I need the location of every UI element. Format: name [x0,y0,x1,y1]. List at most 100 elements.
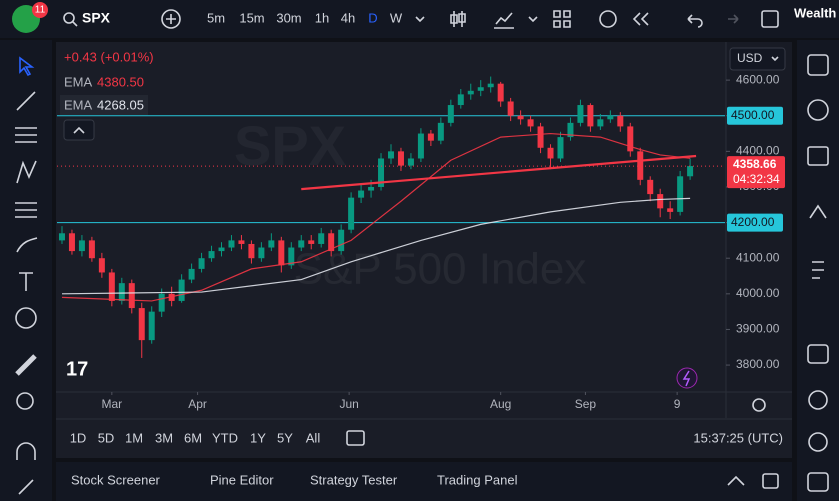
panel-expand[interactable] [727,475,745,486]
measure-tool[interactable] [15,354,37,376]
currency-box[interactable] [729,47,786,71]
alert[interactable] [599,10,617,28]
candle-body [567,122,574,138]
candle-body [368,186,375,191]
interval[interactable]: W [390,10,403,25]
pattern-tool[interactable] [16,160,37,184]
candle-body [98,258,105,273]
horizontal-line-label-box [727,213,783,232]
zoom-tool[interactable] [16,392,34,410]
search-icon[interactable] [63,12,75,24]
candle-body [477,87,484,91]
candle-body [637,151,644,180]
symbol[interactable]: SPX [82,10,111,26]
range-button[interactable]: YTD [212,430,238,445]
fullscreen[interactable] [761,10,779,28]
lock-tool[interactable] [18,479,34,495]
indicators[interactable] [494,12,514,29]
candle-body [58,233,65,241]
panel-tab[interactable]: Pine Editor [210,472,274,487]
add-symbol[interactable] [161,9,181,29]
calendar[interactable] [812,261,824,279]
panel-tab[interactable]: Trading Panel [437,472,518,487]
settings[interactable] [752,398,766,412]
chat[interactable] [807,344,829,364]
range-button[interactable]: All [306,430,321,445]
icon-tool[interactable] [15,307,37,329]
layouts[interactable] [553,10,571,28]
candle-body [318,233,325,244]
candle-body [198,258,205,269]
clock: 15:37:25 (UTC) [693,430,783,445]
panel-maximize[interactable] [762,473,779,489]
redo[interactable] [728,14,739,24]
notifications[interactable] [807,472,829,492]
undo[interactable] [687,14,703,28]
help[interactable] [808,390,828,410]
cursor-tool[interactable] [19,56,35,77]
text-tool[interactable] [19,272,33,291]
replay[interactable] [632,12,649,26]
range-button[interactable]: 6M [184,430,202,445]
range-button[interactable]: 5D [98,430,115,445]
x-tick-label: Mar [101,397,122,411]
candle-body [397,151,404,166]
x-tick-label: Sep [575,397,597,411]
interval-menu[interactable] [415,16,425,23]
plot [57,76,725,358]
interval[interactable]: 15m [239,10,264,25]
candle-body [597,119,604,127]
news[interactable] [807,146,829,166]
chart-type[interactable] [450,11,466,27]
candle-body [627,126,634,152]
interval-active[interactable]: D [368,10,377,25]
candle-body [647,179,654,195]
panel-tab[interactable]: Strategy Tester [310,472,398,487]
panel-tab[interactable]: Stock Screener [71,472,161,487]
line-tool[interactable] [16,91,36,111]
range-button[interactable]: 3M [155,430,173,445]
legend-value: 4380.50 [97,74,144,89]
candle-body [358,190,365,198]
legend-name: EMA [64,97,93,112]
candle-body [487,83,494,88]
ema-line [61,132,691,302]
alerts[interactable] [807,99,829,121]
x-tick-label: Aug [490,397,511,411]
range-button[interactable]: 1M [125,430,143,445]
range-button[interactable]: 5Y [277,430,293,445]
interval[interactable]: 30m [276,10,301,25]
candle-body [68,233,75,252]
candle-body [188,268,195,280]
range-button[interactable]: 1D [70,430,87,445]
brush-tool[interactable] [16,237,38,253]
indicators-menu[interactable] [528,16,538,23]
interval[interactable]: 5m [207,10,225,25]
candle-body [667,208,674,212]
add-symbol [166,14,176,24]
collapse-legend[interactable] [63,119,95,141]
replay-icon [682,370,691,387]
candle-body [388,151,394,159]
currency[interactable]: USD [737,51,763,65]
account[interactable]: Wealth [794,5,836,20]
range-bar: 1D 5D 1M 3M 6M YTD 1Y 5Y All [70,430,321,445]
magnet-tool[interactable] [16,442,36,460]
replay-button[interactable] [676,367,698,389]
interval[interactable]: 1h [315,10,329,25]
candle-body [348,197,355,230]
goto-date[interactable] [346,430,365,446]
range-button[interactable]: 1Y [250,430,266,445]
candle-body [657,194,664,209]
streams[interactable] [808,432,828,452]
fib-tool[interactable] [15,127,37,143]
candle-body [248,243,255,259]
interval[interactable]: 4h [341,10,355,25]
watchlist[interactable] [807,54,829,76]
y-tick-label: 3900.00 [736,322,780,336]
candle-body [238,240,245,244]
forecast-tool[interactable] [15,202,37,218]
ideas[interactable] [809,204,827,219]
